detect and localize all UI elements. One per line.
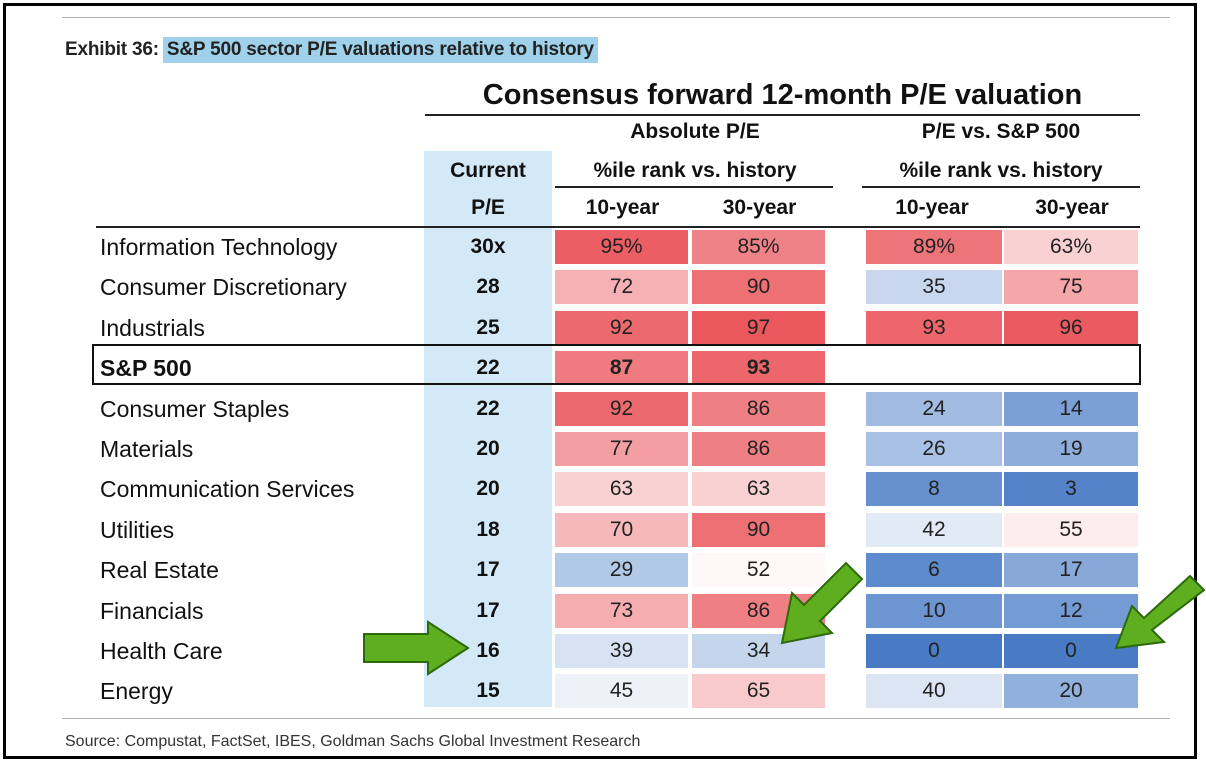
- abs10-percentile-cell: 95%: [555, 230, 688, 264]
- rel10-percentile-cell: 89%: [866, 230, 1002, 264]
- rel10-percentile-cell: 35: [866, 270, 1002, 305]
- rel10-percentile-cell: 42: [866, 512, 1002, 547]
- rel30-percentile-cell: 96: [1004, 310, 1138, 345]
- arrow-rel-30-year-icon: [1114, 574, 1206, 650]
- abs30-percentile-cell: 34: [692, 634, 825, 668]
- abs10-percentile-cell: 77: [555, 432, 688, 466]
- sector-label: Real Estate: [100, 557, 219, 584]
- current-pe-value: 22: [476, 356, 500, 380]
- abs30-percentile-cell: 86: [692, 432, 825, 466]
- sector-label: Communication Services: [100, 476, 355, 503]
- table-title: Consensus forward 12-month P/E valuation: [482, 79, 1083, 111]
- abs10-percentile-cell: 39: [555, 634, 688, 668]
- current-pe-value: 20: [476, 477, 500, 501]
- abs-30-year-header: 30-year: [722, 196, 797, 219]
- rel10-percentile-cell: 40: [866, 674, 1002, 709]
- sector-label: Materials: [100, 436, 194, 462]
- header-rule: [96, 226, 1140, 228]
- rel30-percentile-cell: 14: [1004, 391, 1138, 426]
- absolute-pe-header: Absolute P/E: [630, 120, 760, 143]
- top-rule: [62, 17, 1170, 18]
- current-pe-value: 25: [476, 315, 500, 339]
- absolute-subheader-rule: [555, 186, 833, 188]
- rel30-percentile-cell: 17: [1004, 553, 1138, 588]
- sector-label: Utilities: [100, 516, 175, 543]
- current-pe-value: 16: [476, 639, 500, 662]
- rel-30-year-header: 30-year: [1035, 196, 1109, 219]
- current-pe-value: 30x: [470, 235, 506, 258]
- rel30-percentile-cell: 55: [1004, 512, 1138, 547]
- rel30-percentile-cell: 0: [1004, 634, 1138, 668]
- rel-10-year-header: 10-year: [895, 196, 969, 219]
- abs10-percentile-cell: 87: [555, 351, 688, 386]
- rel30-percentile-cell: 3: [1004, 472, 1138, 507]
- source-note: Source: Compustat, FactSet, IBES, Goldma…: [65, 733, 641, 750]
- sector-label: Consumer Staples: [100, 395, 290, 422]
- abs-10-year-header: 10-year: [585, 196, 660, 219]
- abs10-percentile-cell: 73: [555, 593, 688, 628]
- abs30-percentile-cell: 63: [692, 472, 825, 507]
- rel30-percentile-cell: 19: [1004, 432, 1138, 466]
- sp500-highlight-box: [92, 344, 1141, 385]
- abs10-percentile-cell: 63: [555, 472, 688, 507]
- abs30-percentile-cell: 93: [692, 351, 825, 386]
- sector-label: Energy: [100, 678, 173, 705]
- current-pe-value: 17: [476, 558, 500, 582]
- abs30-percentile-cell: 97: [692, 310, 825, 345]
- current-pe-value: 28: [476, 275, 500, 299]
- rel30-percentile-cell: 63%: [1004, 230, 1138, 264]
- rel30-percentile-cell: 75: [1004, 270, 1138, 305]
- current-pe-value: 22: [476, 396, 500, 420]
- current-pe-value: 20: [476, 437, 500, 460]
- abs30-percentile-cell: 86: [692, 391, 825, 426]
- current-pe-value: 15: [476, 679, 500, 703]
- sector-label: Information Technology: [100, 234, 338, 260]
- abs10-percentile-cell: 92: [555, 310, 688, 345]
- absolute-pe-subheader: %ile rank vs. history: [593, 159, 797, 182]
- exhibit-title: S&P 500 sector P/E valuations relative t…: [162, 37, 598, 63]
- abs30-percentile-cell: 52: [692, 553, 825, 588]
- rel30-percentile-cell: 12: [1004, 593, 1138, 628]
- current-pe-value: 18: [476, 517, 500, 541]
- rel10-percentile-cell: 24: [866, 391, 1002, 426]
- title-rule: [425, 114, 1140, 116]
- sector-label: Industrials: [100, 314, 205, 341]
- current-header-line2: P/E: [471, 196, 505, 219]
- arrow-current-pe-icon: [363, 620, 470, 676]
- rel10-percentile-cell: 26: [866, 432, 1002, 466]
- bottom-rule: [62, 718, 1170, 719]
- relative-pe-subheader: %ile rank vs. history: [899, 159, 1103, 182]
- relative-subheader-rule: [862, 186, 1140, 188]
- current-pe-value: 17: [476, 598, 500, 622]
- arrow-abs-30-year-icon: [780, 561, 864, 645]
- rel10-percentile-cell: 6: [866, 553, 1002, 588]
- exhibit-prefix: Exhibit 36:: [65, 39, 159, 60]
- current-header-line1: Current: [450, 159, 526, 182]
- abs10-percentile-cell: 92: [555, 391, 688, 426]
- rel10-percentile-cell: 93: [866, 310, 1002, 345]
- current-pe-column-band: [424, 151, 552, 707]
- sector-label: S&P 500: [100, 355, 192, 382]
- rel10-percentile-cell: 0: [866, 634, 1002, 668]
- abs30-percentile-cell: 90: [692, 270, 825, 305]
- sector-label: Health Care: [100, 638, 223, 664]
- sector-label: Consumer Discretionary: [100, 274, 347, 301]
- abs30-percentile-cell: 65: [692, 674, 825, 709]
- sector-label: Financials: [100, 597, 204, 624]
- abs10-percentile-cell: 72: [555, 270, 688, 305]
- abs10-percentile-cell: 45: [555, 674, 688, 709]
- abs10-percentile-cell: 70: [555, 512, 688, 547]
- rel10-percentile-cell: 8: [866, 472, 1002, 507]
- exhibit-heading: Exhibit 36: S&P 500 sector P/E valuation…: [65, 35, 598, 65]
- abs30-percentile-cell: 90: [692, 512, 825, 547]
- relative-pe-header: P/E vs. S&P 500: [921, 120, 1081, 143]
- rel10-percentile-cell: 10: [866, 593, 1002, 628]
- abs10-percentile-cell: 29: [555, 553, 688, 588]
- abs30-percentile-cell: 85%: [692, 230, 825, 264]
- rel30-percentile-cell: 20: [1004, 674, 1138, 709]
